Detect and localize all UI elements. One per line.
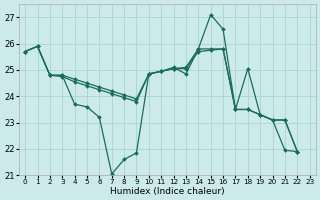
X-axis label: Humidex (Indice chaleur): Humidex (Indice chaleur)	[110, 187, 225, 196]
